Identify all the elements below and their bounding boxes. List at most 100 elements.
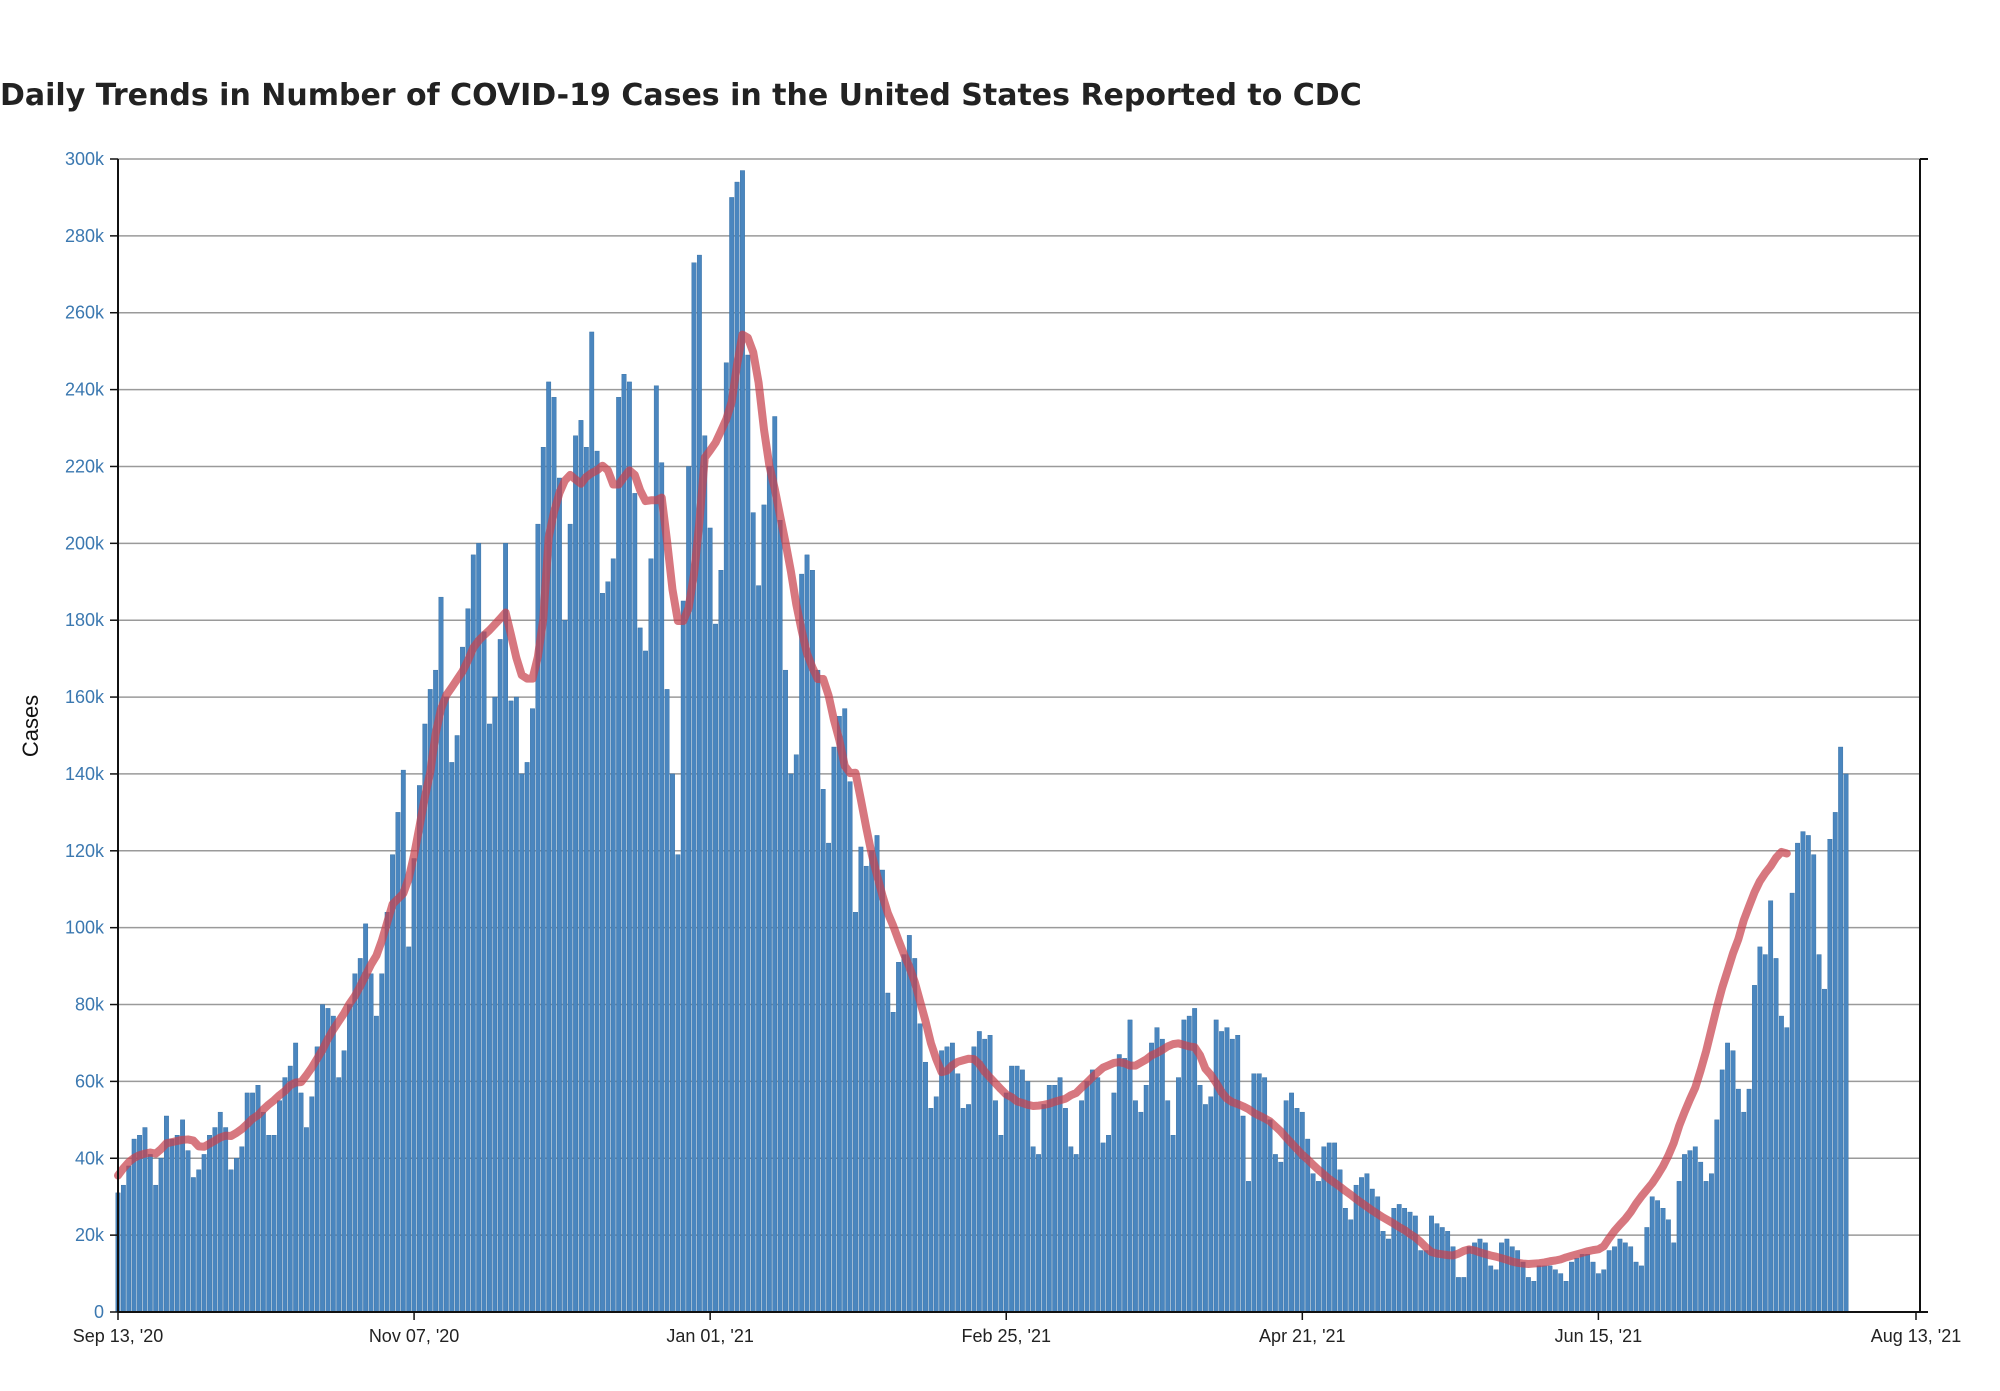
y-tick-label: 0 (94, 1302, 104, 1322)
bar (282, 1077, 288, 1313)
bar (1601, 1269, 1607, 1313)
bar (1396, 1204, 1402, 1313)
bar (1822, 988, 1827, 1313)
bar (1655, 1200, 1661, 1313)
x-tick-label: Apr 21, '21 (1259, 1326, 1346, 1346)
bar (761, 504, 767, 1313)
bar (1030, 1146, 1036, 1313)
x-tick-label: Sep 13, '20 (73, 1326, 164, 1346)
bar (1133, 1100, 1138, 1313)
bar (368, 973, 374, 1313)
bar (960, 1108, 966, 1313)
bar (373, 1015, 379, 1313)
bar (1741, 1111, 1747, 1313)
bar (1827, 839, 1833, 1313)
bar (1181, 1019, 1187, 1313)
bar (756, 585, 762, 1313)
bar (1041, 1104, 1047, 1313)
bar (847, 781, 853, 1313)
bar (1714, 1119, 1720, 1313)
bar (1272, 1154, 1278, 1313)
bar (1574, 1257, 1580, 1313)
bar (826, 842, 831, 1313)
bar (842, 708, 848, 1313)
bar (653, 385, 659, 1313)
bar (1402, 1208, 1408, 1313)
chart-title: Daily Trends in Number of COVID-19 Cases… (0, 78, 1362, 113)
y-tick-label: 300k (65, 149, 105, 169)
bar (1084, 1081, 1090, 1313)
y-tick-label: 60k (75, 1071, 105, 1091)
bar (1649, 1196, 1655, 1313)
bar (1412, 1215, 1418, 1313)
bar (352, 973, 358, 1313)
bar (1461, 1277, 1467, 1313)
bar (1504, 1238, 1510, 1313)
bar (912, 958, 918, 1313)
bar (1789, 892, 1795, 1313)
y-tick-label: 240k (65, 380, 105, 400)
bar (955, 1073, 961, 1313)
bar (1633, 1261, 1639, 1313)
bar (1203, 1104, 1208, 1313)
y-tick-label: 220k (65, 456, 105, 476)
bar (1240, 1115, 1246, 1313)
bar (131, 1138, 137, 1313)
bar (454, 735, 460, 1313)
bar (772, 416, 778, 1313)
bar (1068, 1146, 1074, 1313)
bar (234, 1158, 239, 1313)
bar (1262, 1077, 1268, 1313)
bar (1698, 1161, 1704, 1313)
bar (1326, 1142, 1332, 1313)
y-axis-label: Cases (18, 695, 43, 757)
bar (707, 527, 713, 1313)
bar (1628, 1246, 1634, 1313)
bar (1418, 1250, 1424, 1313)
bar (567, 523, 573, 1313)
bar (901, 954, 907, 1313)
bar (1843, 773, 1849, 1313)
bar (1057, 1077, 1063, 1313)
bar (874, 835, 880, 1313)
bar (277, 1100, 282, 1313)
bar (207, 1135, 212, 1313)
bar (1299, 1111, 1305, 1313)
bar (1563, 1281, 1569, 1313)
bar (266, 1135, 272, 1313)
bar (180, 1119, 185, 1313)
bar (1719, 1069, 1725, 1313)
bar (1095, 1077, 1101, 1313)
bar (1838, 746, 1844, 1313)
bar (723, 362, 729, 1313)
bar (260, 1111, 266, 1313)
bar (1665, 1219, 1671, 1313)
y-tick-label: 200k (65, 533, 105, 553)
bar (1294, 1108, 1300, 1313)
bar (530, 708, 535, 1313)
bar (1154, 1027, 1160, 1313)
bar (1052, 1085, 1058, 1313)
bar (621, 374, 627, 1313)
bar (557, 477, 562, 1313)
bar (1229, 1038, 1235, 1313)
x-tick-label: Nov 07, '20 (369, 1326, 460, 1346)
bar (1832, 812, 1838, 1313)
bar (1542, 1265, 1547, 1313)
x-tick-label: Feb 25, '21 (961, 1326, 1051, 1346)
bar (1036, 1154, 1041, 1313)
bar (820, 789, 826, 1313)
bar (1165, 1100, 1171, 1313)
bar (880, 869, 885, 1313)
bar (120, 1184, 126, 1313)
bar (896, 962, 901, 1313)
bar (1111, 1092, 1117, 1313)
bar (1106, 1135, 1111, 1313)
bar (147, 1154, 153, 1313)
bar (1456, 1277, 1461, 1313)
y-tick-label: 280k (65, 226, 105, 246)
bar (1735, 1088, 1741, 1313)
bar (1439, 1227, 1445, 1313)
bar (982, 1038, 988, 1313)
bar (1278, 1161, 1284, 1313)
